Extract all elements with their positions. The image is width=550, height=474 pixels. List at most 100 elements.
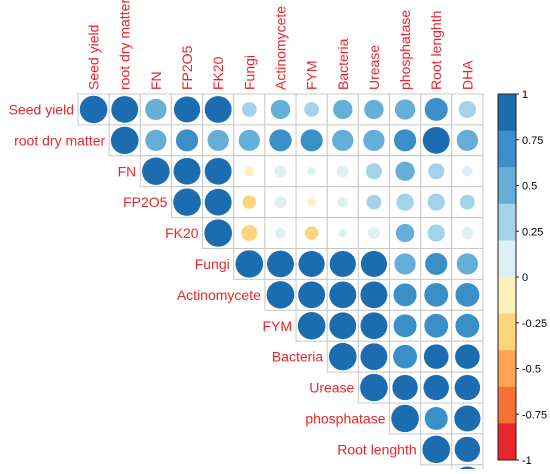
column-label-fym: FYM	[304, 60, 320, 90]
correlation-circle-root-dry-matter-phosphatase	[393, 128, 417, 152]
correlation-circle-seed-yield-fk20	[204, 95, 233, 124]
correlation-circle-fym-fym	[297, 311, 326, 340]
correlation-circle-fungi-root-lenghth	[424, 252, 448, 276]
correlation-circle-fn-root-lenghth	[427, 162, 445, 180]
correlation-circle-seed-yield-root-dry-matter	[110, 95, 139, 124]
correlation-circle-fn-phosphatase	[394, 161, 416, 182]
correlation-circle-root-dry-matter-urease	[362, 129, 386, 152]
legend-tick-label: -1	[522, 455, 532, 467]
correlation-circle-root-dry-matter-fym	[300, 128, 324, 152]
row-label-root-dry-matter: root dry matter	[14, 132, 105, 148]
correlation-circle-root-lenghth-dha	[454, 436, 481, 463]
correlation-circle-fn-fungi	[243, 165, 256, 177]
correlation-circle-actinomycete-phosphatase	[393, 282, 418, 307]
correlation-circle-seed-yield-seed-yield	[79, 95, 108, 124]
correlation-circle-urease-urease	[359, 373, 389, 402]
legend-segment	[498, 277, 516, 315]
correlation-circle-fym-urease	[359, 311, 388, 340]
row-label-urease: Urease	[309, 380, 354, 396]
correlation-circle-fungi-actinomycete	[266, 250, 295, 278]
correlation-circle-urease-root-lenghth	[422, 374, 450, 401]
correlation-circle-fk20-root-lenghth	[427, 223, 446, 243]
correlation-circle-fn-fp2o5	[173, 157, 201, 186]
column-label-urease: Urease	[366, 45, 382, 90]
correlation-circle-fk20-bacteria	[338, 228, 348, 238]
correlation-circle-fn-actinomycete	[273, 164, 288, 178]
row-label-fn: FN	[118, 163, 137, 179]
correlation-circle-seed-yield-dha	[458, 100, 477, 119]
column-label-fp2o5: FP2O5	[179, 45, 195, 90]
correlation-circle-bacteria-urease	[359, 342, 388, 371]
correlation-circle-root-dry-matter-fn	[144, 129, 168, 152]
correlation-circle-bacteria-phosphatase	[392, 344, 418, 369]
correlation-circle-bacteria-root-lenghth	[423, 343, 450, 370]
correlation-circle-fp2o5-bacteria	[337, 196, 349, 208]
legend-segment	[498, 203, 516, 241]
legend-segment	[498, 313, 516, 351]
grid-cell	[295, 93, 328, 126]
legend-tick-label: 0.5	[522, 181, 537, 193]
correlation-circle-bacteria-bacteria	[328, 342, 358, 371]
legend-segment	[498, 130, 516, 168]
correlation-circle-root-dry-matter-fp2o5	[175, 128, 199, 152]
correlation-circle-fp2o5-fungi	[242, 194, 257, 210]
correlation-circle-fungi-fym	[298, 250, 326, 278]
correlation-circle-fp2o5-fp2o5	[172, 187, 202, 217]
legend-segment	[498, 386, 516, 424]
legend-tick-label: -0.5	[522, 364, 541, 376]
legend-tick-label: 0.25	[522, 226, 543, 238]
correlation-circle-actinomycete-actinomycete	[266, 280, 295, 310]
correlation-circle-root-dry-matter-root-dry-matter	[110, 126, 140, 155]
column-label-fungi: Fungi	[241, 55, 257, 90]
row-label-actinomycete: Actinomycete	[177, 287, 261, 303]
correlation-circle-seed-yield-root-lenghth	[424, 97, 449, 122]
legend-segment	[498, 350, 516, 388]
legend-tick-label: 0.75	[522, 135, 543, 147]
legend-tick-label: 0	[522, 272, 528, 284]
row-label-fym: FYM	[262, 318, 292, 334]
correlation-circle-fym-phosphatase	[393, 313, 418, 338]
row-label-bacteria: Bacteria	[272, 349, 324, 365]
correlation-circle-fp2o5-fk20	[204, 188, 233, 216]
correlation-circle-phosphatase-phosphatase	[390, 404, 420, 433]
correlation-circle-fn-urease	[365, 162, 383, 180]
column-label-fn: FN	[148, 71, 164, 90]
correlation-circle-fp2o5-actinomycete	[273, 195, 288, 209]
correlation-circle-root-dry-matter-bacteria	[331, 129, 354, 152]
correlation-circle-seed-yield-fp2o5	[173, 95, 201, 123]
correlation-circle-fn-fk20	[204, 157, 233, 186]
correlation-circle-fk20-dha	[460, 226, 474, 240]
correlation-circle-root-dry-matter-root-lenghth	[422, 126, 451, 155]
correlation-circle-fym-bacteria	[328, 311, 357, 340]
correlation-circle-fn-dha	[461, 165, 474, 177]
column-label-root-dry-matter: root dry matter	[117, 0, 133, 90]
legend-tick-label: 1	[522, 89, 528, 101]
correlation-circle-fk20-urease	[367, 226, 381, 240]
row-label-root-lenghth: Root lenghth	[337, 441, 416, 457]
correlation-circle-urease-phosphatase	[391, 374, 419, 401]
legend-segment	[498, 240, 516, 278]
correlation-circle-fp2o5-fym	[306, 197, 317, 207]
correlation-circle-root-lenghth-root-lenghth	[421, 435, 451, 464]
column-label-actinomycete: Actinomycete	[272, 6, 288, 90]
row-label-seed-yield: Seed yield	[9, 101, 74, 117]
correlation-circle-seed-yield-fn	[144, 98, 168, 121]
correlation-circle-fym-root-lenghth	[423, 313, 449, 339]
correlation-circle-root-dry-matter-fungi	[238, 129, 261, 152]
correlation-circle-fungi-urease	[360, 250, 388, 278]
correlation-circle-seed-yield-bacteria	[332, 99, 353, 120]
correlation-circle-actinomycete-urease	[359, 281, 388, 309]
column-label-phosphatase: phosphatase	[397, 10, 413, 90]
legend-tick-label: -0.25	[522, 318, 547, 330]
row-label-fk20: FK20	[165, 225, 199, 241]
correlation-circle-fungi-fungi	[235, 249, 264, 279]
correlation-circle-bacteria-dha	[454, 343, 481, 370]
legend-segment	[498, 167, 516, 205]
correlation-circle-fk20-fungi	[240, 224, 258, 242]
row-label-fungi: Fungi	[195, 256, 230, 272]
correlation-circle-fungi-phosphatase	[393, 252, 417, 276]
legend-tick-label: -0.75	[522, 409, 547, 421]
column-label-seed-yield: Seed yield	[86, 25, 102, 90]
